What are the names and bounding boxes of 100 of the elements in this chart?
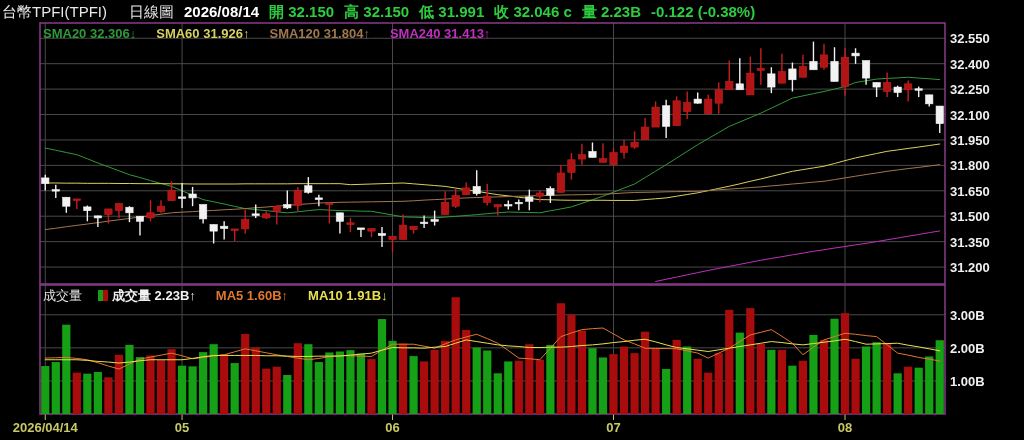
bar xyxy=(483,350,492,414)
x-tick-label: 07 xyxy=(606,420,621,435)
candlestick xyxy=(820,43,828,71)
y-tick-label: 32.550 xyxy=(950,31,990,47)
bar xyxy=(220,354,229,414)
bar xyxy=(683,346,692,414)
bar xyxy=(640,331,650,414)
y-tick-label: 31.350 xyxy=(950,234,990,250)
y-tick-label: 31.200 xyxy=(950,260,990,276)
candlestick xyxy=(335,212,344,235)
bar xyxy=(51,362,60,414)
bar xyxy=(904,366,913,414)
candlestick xyxy=(72,198,81,210)
candlestick xyxy=(178,182,187,209)
bar xyxy=(672,339,681,414)
bar xyxy=(556,303,566,414)
bar xyxy=(156,360,166,414)
candlestick xyxy=(577,142,586,166)
candlestick xyxy=(325,202,334,225)
bar xyxy=(798,360,808,414)
candlestick xyxy=(556,163,565,194)
x-tick-label: 05 xyxy=(174,420,190,435)
bar xyxy=(356,353,366,414)
x-tick-label: 2026/04/14 xyxy=(12,420,79,435)
bar xyxy=(283,374,292,414)
bar xyxy=(662,369,671,414)
bar xyxy=(314,362,323,414)
bar xyxy=(167,349,176,414)
candlestick xyxy=(356,227,365,238)
candlestick xyxy=(662,99,671,139)
bar xyxy=(146,355,155,414)
candlestick xyxy=(641,117,650,141)
bar xyxy=(525,344,534,414)
bar xyxy=(346,350,355,414)
bar xyxy=(788,365,797,414)
candlestick xyxy=(756,47,765,86)
bar xyxy=(462,329,471,414)
y-tick-label: 2.00B xyxy=(950,340,985,356)
y-tick-label: 31.800 xyxy=(950,158,990,174)
bar xyxy=(609,354,618,414)
bar xyxy=(41,366,50,414)
candlestick xyxy=(283,189,292,210)
bar xyxy=(504,361,513,414)
candlestick xyxy=(525,188,534,211)
bar xyxy=(693,358,702,414)
candlestick xyxy=(788,61,797,93)
bar xyxy=(630,353,639,414)
bar xyxy=(241,333,250,414)
candlestick xyxy=(746,55,755,96)
candlestick xyxy=(167,180,176,202)
line-series xyxy=(44,338,941,364)
x-tick-label: 06 xyxy=(385,420,400,435)
candlestick xyxy=(378,226,386,248)
y-tick-label: 1.00B xyxy=(950,373,985,389)
candlestick xyxy=(241,208,250,235)
bar xyxy=(840,313,850,414)
candlestick xyxy=(798,54,807,78)
bar xyxy=(272,366,281,414)
bar xyxy=(819,339,829,414)
candlestick xyxy=(651,100,660,128)
x-tick-label: 08 xyxy=(837,420,853,435)
bar xyxy=(430,349,439,414)
bar xyxy=(883,343,892,414)
y-tick-label: 31.950 xyxy=(950,132,990,148)
bar xyxy=(893,373,902,414)
bar xyxy=(746,308,755,414)
candlestick xyxy=(683,90,692,120)
bar xyxy=(598,357,608,414)
bar xyxy=(304,344,313,414)
bar xyxy=(493,373,502,414)
bar xyxy=(451,297,460,414)
candlestick xyxy=(904,79,913,103)
bar xyxy=(767,349,776,414)
line-series xyxy=(44,164,941,231)
candlestick xyxy=(441,190,450,216)
bar xyxy=(872,342,881,414)
bar xyxy=(704,372,713,414)
bar xyxy=(177,365,187,414)
bar xyxy=(83,373,92,414)
candlestick xyxy=(735,57,744,91)
bar xyxy=(735,332,744,414)
bar xyxy=(651,348,660,414)
candlestick xyxy=(472,169,481,197)
y-tick-label: 31.500 xyxy=(950,209,990,225)
bar xyxy=(251,347,260,414)
candlestick xyxy=(93,215,102,228)
bar xyxy=(851,358,860,414)
bar xyxy=(925,356,934,414)
bar xyxy=(262,368,271,414)
bar xyxy=(367,359,376,414)
bar xyxy=(514,360,523,414)
candlestick xyxy=(420,214,429,229)
bar xyxy=(935,340,944,414)
candlestick xyxy=(567,152,576,181)
line-series xyxy=(44,327,941,370)
bar xyxy=(209,344,218,414)
bar xyxy=(377,319,387,414)
bar xyxy=(125,344,134,414)
bar xyxy=(230,363,239,414)
candlestick xyxy=(620,139,629,160)
